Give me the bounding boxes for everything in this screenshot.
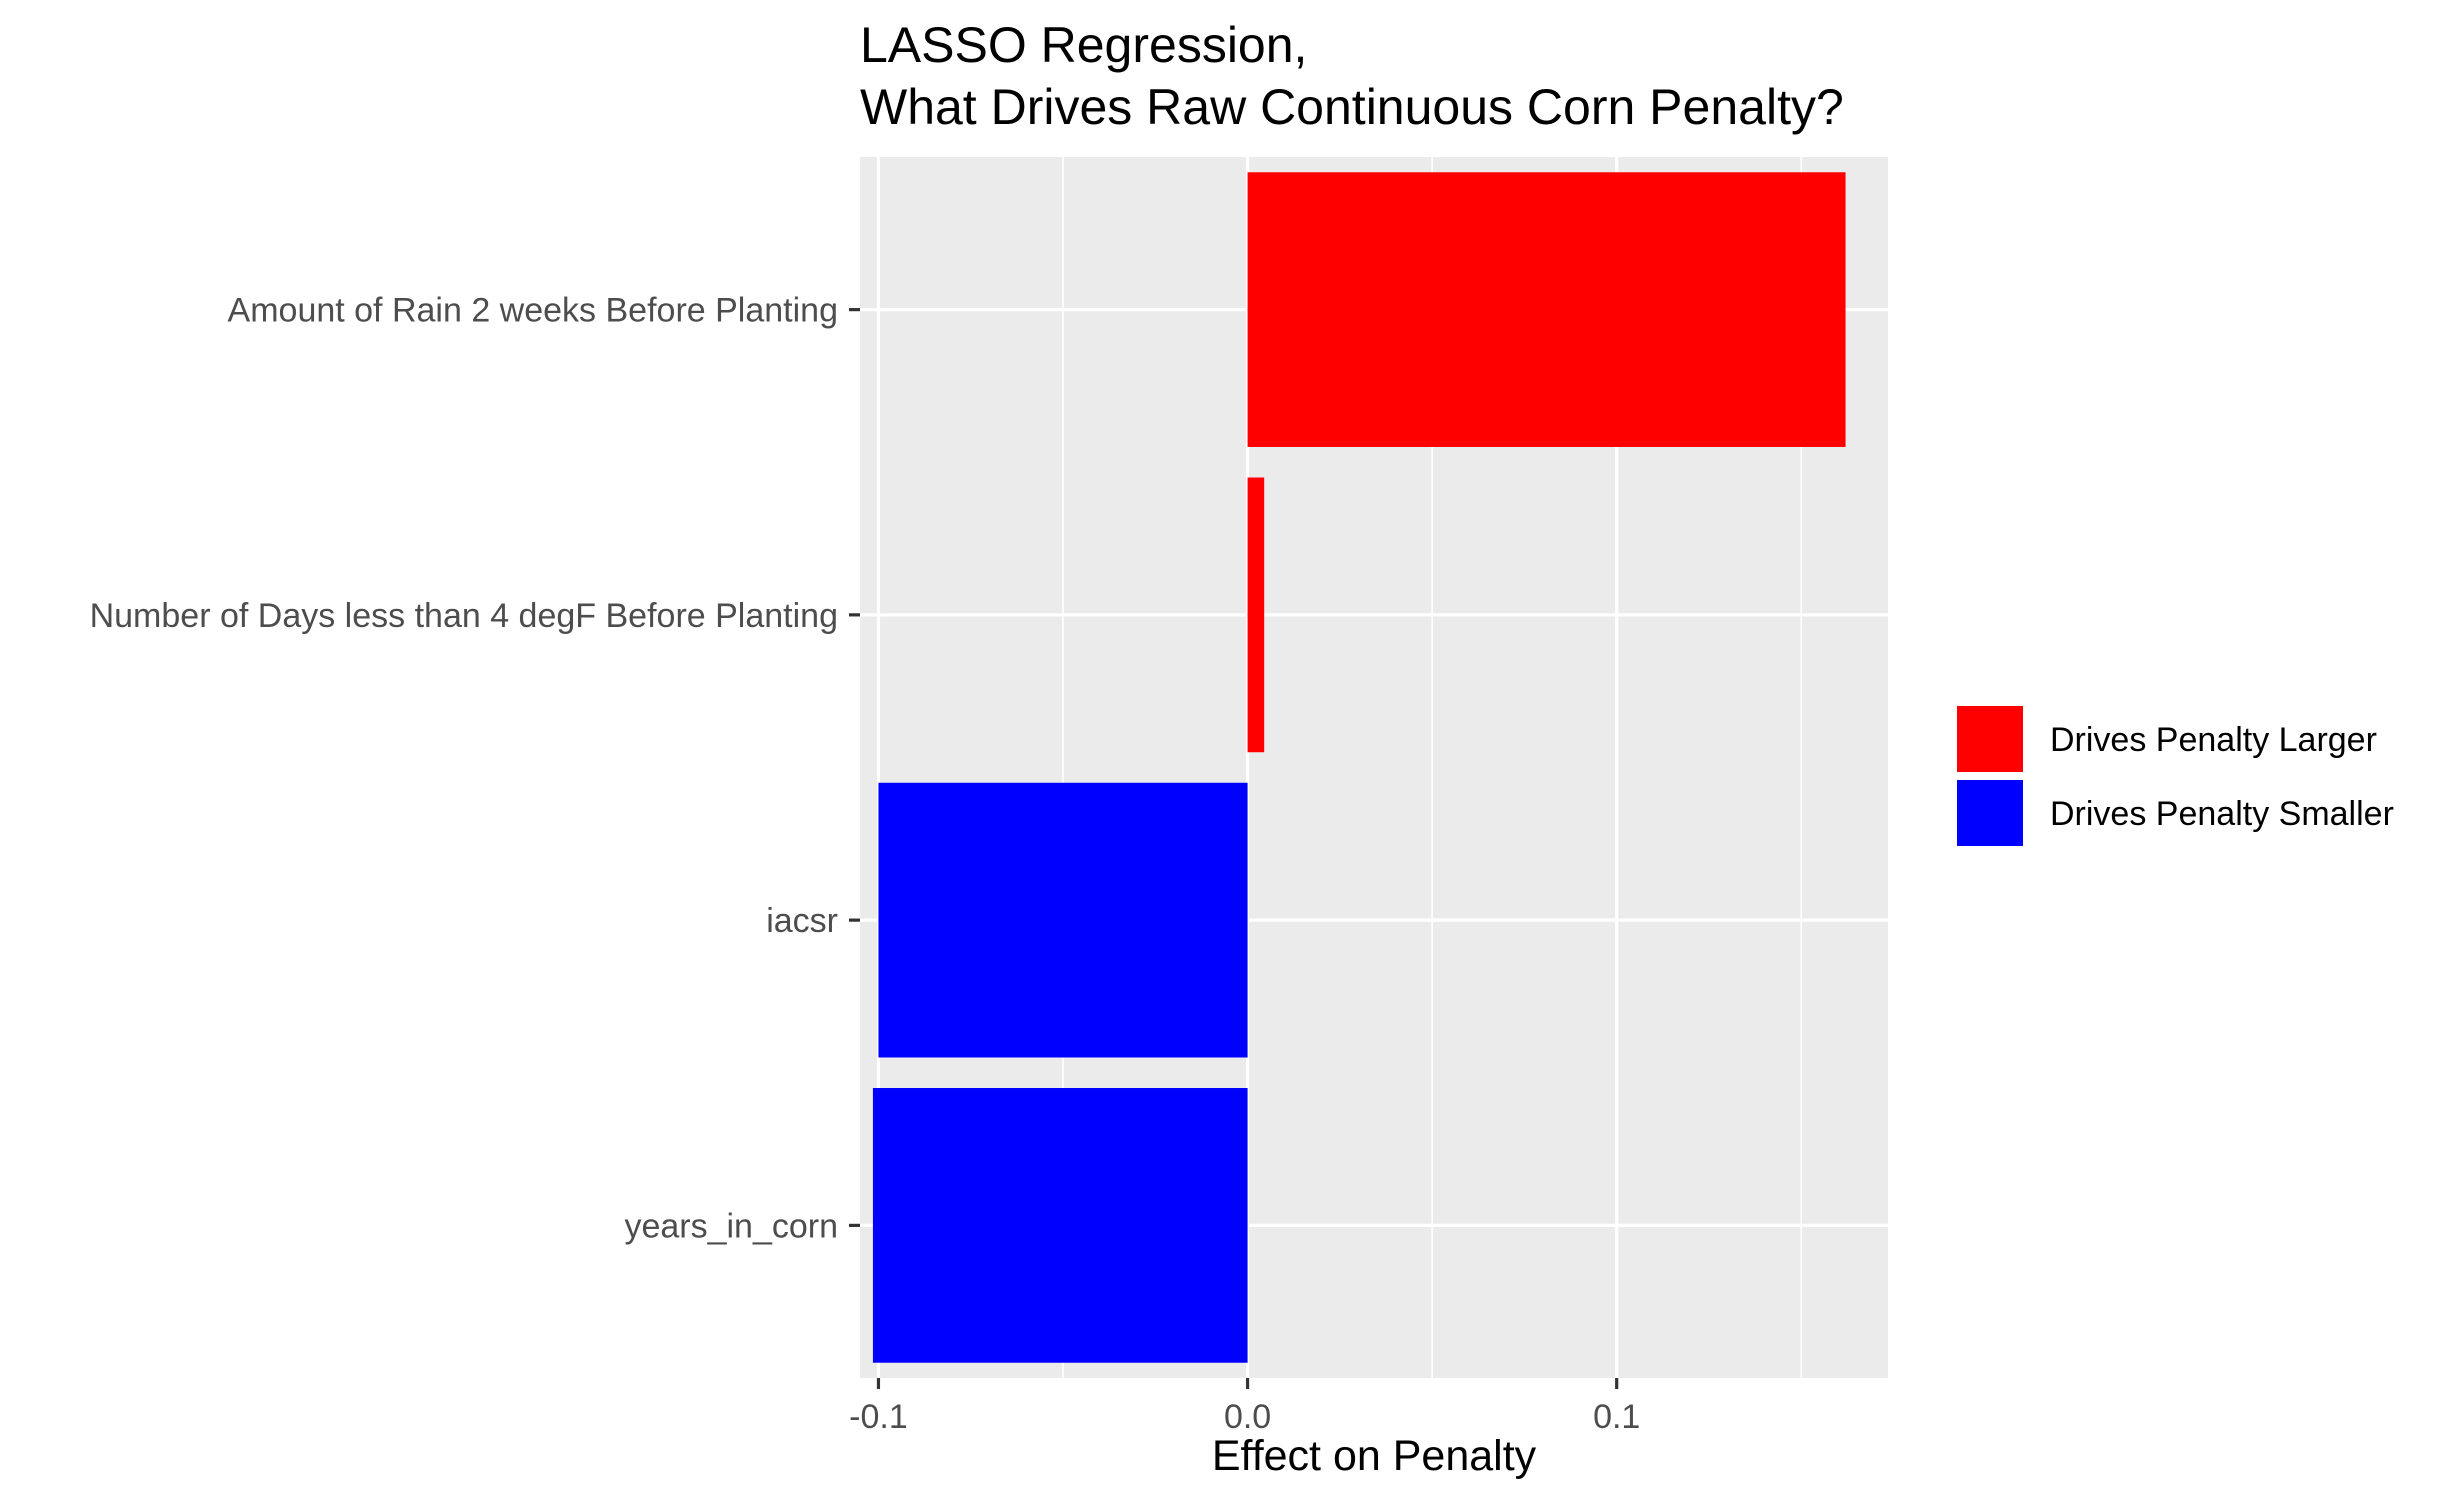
legend: Drives Penalty Larger Drives Penalty Smal… [1957,706,2394,846]
y-tick-label: iacsr [766,902,838,940]
x-tick-label: -0.1 [849,1398,908,1436]
x-axis-label: Effect on Penalty [1212,1432,1537,1480]
x-tick-label: 0.0 [1224,1398,1271,1436]
bar [878,782,1248,1058]
legend-key [1957,780,2023,846]
x-axis: -0.1 0.0 0.1 [849,1378,1640,1436]
y-tick-label: years_in_corn [624,1207,838,1245]
y-axis: Amount of Rain 2 weeks Before Planting Nu… [90,292,860,1245]
chart-title-line: LASSO Regression, [860,17,1307,73]
chart-title: LASSO Regression, What Drives Raw Continu… [860,17,1844,135]
y-tick-label: Amount of Rain 2 weeks Before Planting [228,292,838,330]
bar [872,1088,1248,1363]
bar [1247,477,1265,753]
bar [1247,172,1846,447]
chart-title-line: What Drives Raw Continuous Corn Penalty? [860,79,1844,135]
legend-label: Drives Penalty Smaller [2050,795,2394,833]
legend-label: Drives Penalty Larger [2050,721,2377,759]
y-tick-label: Number of Days less than 4 degF Before P… [90,597,838,635]
bars [872,172,1846,1363]
legend-key [1957,706,2023,772]
x-tick-label: 0.1 [1593,1398,1640,1436]
